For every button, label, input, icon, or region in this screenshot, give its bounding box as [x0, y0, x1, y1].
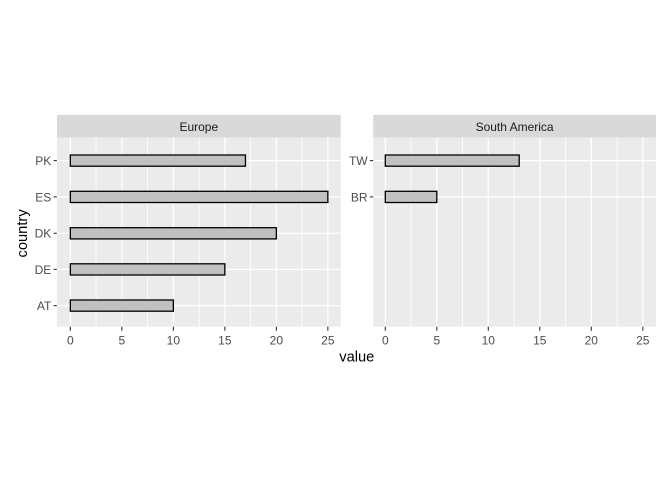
- svg-text:South America: South America: [476, 120, 554, 134]
- svg-text:5: 5: [119, 334, 126, 348]
- svg-text:0: 0: [382, 334, 389, 348]
- svg-text:25: 25: [636, 334, 650, 348]
- svg-text:TW: TW: [349, 154, 368, 168]
- svg-text:Europe: Europe: [179, 120, 218, 134]
- svg-text:10: 10: [482, 334, 496, 348]
- svg-text:value: value: [339, 349, 374, 365]
- svg-text:AT: AT: [37, 299, 52, 313]
- svg-text:DK: DK: [35, 227, 52, 241]
- svg-text:25: 25: [321, 334, 335, 348]
- svg-text:ES: ES: [35, 190, 51, 204]
- svg-text:15: 15: [218, 334, 232, 348]
- svg-text:DE: DE: [35, 263, 52, 277]
- svg-text:5: 5: [433, 334, 440, 348]
- svg-text:20: 20: [270, 334, 284, 348]
- svg-text:10: 10: [167, 334, 181, 348]
- svg-text:country: country: [15, 209, 31, 258]
- svg-text:0: 0: [67, 334, 74, 348]
- svg-text:20: 20: [585, 334, 599, 348]
- svg-text:15: 15: [533, 334, 547, 348]
- svg-text:BR: BR: [351, 190, 368, 204]
- svg-text:PK: PK: [35, 154, 51, 168]
